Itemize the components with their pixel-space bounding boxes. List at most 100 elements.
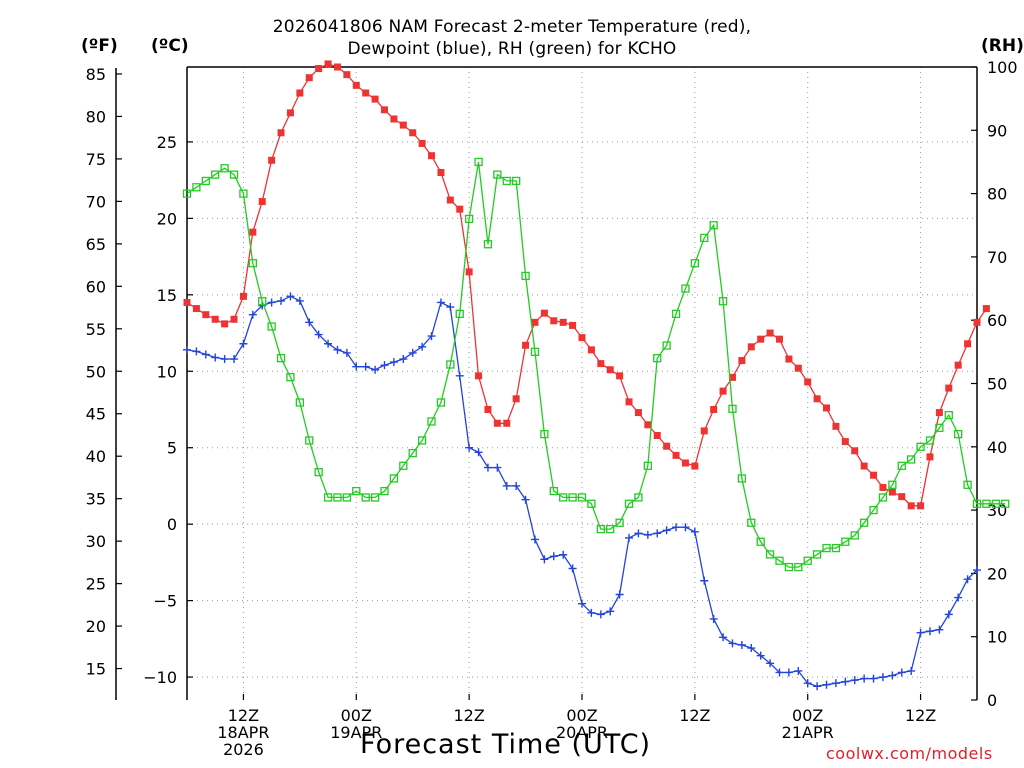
rh-point xyxy=(709,221,718,230)
rh-tick-label: 20 xyxy=(987,564,1007,583)
x-tick-label: 19APR xyxy=(330,723,382,742)
rh-point xyxy=(483,240,493,249)
dewpoint-point xyxy=(850,676,859,685)
dewpoint-point xyxy=(841,677,850,686)
dewpoint-point xyxy=(371,365,380,374)
dewpoint-point xyxy=(596,610,605,619)
dewpoint-point xyxy=(220,355,229,364)
temp-point xyxy=(851,447,859,455)
dewpoint-point xyxy=(737,640,746,649)
dewpoint-point xyxy=(324,339,333,348)
rh-point xyxy=(540,429,549,439)
rh-point xyxy=(747,518,756,527)
rh-point xyxy=(634,493,643,502)
rh-point xyxy=(352,486,361,496)
rh-point xyxy=(267,322,276,331)
dewpoint-point xyxy=(399,355,408,364)
rh-point xyxy=(521,271,530,281)
temp-point xyxy=(860,462,868,470)
rh-point xyxy=(530,347,540,357)
rh-point xyxy=(370,493,380,502)
celsius-tick-label: 20 xyxy=(157,209,177,228)
rh-point xyxy=(587,499,596,508)
rh-point xyxy=(812,550,822,559)
dewpoint-point xyxy=(201,350,210,359)
temp-point xyxy=(954,361,962,369)
rh-point xyxy=(944,410,953,420)
temp-point xyxy=(653,431,661,439)
temp-point xyxy=(559,318,567,326)
temp-point xyxy=(681,459,689,467)
rh-point xyxy=(831,543,841,553)
rh-point xyxy=(671,309,681,319)
temp-point xyxy=(973,318,981,326)
dewpoint-point xyxy=(897,668,906,677)
dewpoint-point xyxy=(916,628,925,637)
fahrenheit-unit-label: (ºF) xyxy=(81,36,118,56)
celsius-tick-label: 10 xyxy=(157,362,177,381)
fahrenheit-tick-label: 50 xyxy=(86,362,106,381)
dewpoint-point xyxy=(803,679,812,688)
rh-point xyxy=(972,499,982,508)
fahrenheit-tick-label: 80 xyxy=(86,107,106,126)
rh-point xyxy=(643,461,652,470)
rh-point xyxy=(803,556,812,565)
temp-point xyxy=(540,309,548,317)
rh-point xyxy=(897,461,906,470)
celsius-tick-label: 25 xyxy=(157,133,177,152)
temp-point xyxy=(870,471,878,479)
rh-point xyxy=(474,157,483,167)
dewpoint-point xyxy=(418,342,427,351)
temp-point xyxy=(926,453,934,461)
rh-point xyxy=(342,493,352,502)
dewpoint-point xyxy=(455,371,464,380)
rh-tick-label: 60 xyxy=(987,311,1007,330)
rh-point xyxy=(258,297,267,306)
dewpoint-point xyxy=(493,463,502,472)
celsius-tick-label: −10 xyxy=(143,668,177,687)
dewpoint-point xyxy=(634,529,643,538)
axis-layer: 15 20 25 30 35 40 45 50 55 60 65 70 75 80 85 −10 −5 0 5 10 1… xyxy=(86,58,1018,759)
dewpoint-point xyxy=(878,673,887,682)
temp-point xyxy=(258,198,266,206)
dewpoint-point xyxy=(549,552,558,561)
credit-link[interactable]: coolwx.com/models xyxy=(826,744,993,763)
rh-point xyxy=(700,233,709,243)
fahrenheit-tick-label: 75 xyxy=(86,150,106,169)
temp-point xyxy=(776,335,783,343)
dewpoint-point xyxy=(662,526,671,535)
dewpoint-point xyxy=(183,345,191,354)
temp-point xyxy=(268,156,276,164)
dewpoint-point xyxy=(389,358,398,367)
rh-point xyxy=(963,480,972,489)
dewpoint-point xyxy=(512,481,521,490)
dewpoint-point xyxy=(615,590,624,599)
temp-point xyxy=(428,152,436,160)
rh-point xyxy=(869,505,878,515)
temp-point xyxy=(202,311,210,319)
dewpoint-point xyxy=(869,674,878,683)
temp-point xyxy=(728,373,736,381)
dewpoint-point xyxy=(446,303,455,312)
dewpoint-point xyxy=(700,576,709,585)
rh-point xyxy=(596,524,605,534)
temp-point xyxy=(333,63,341,71)
rh-point xyxy=(182,189,192,198)
temp-point xyxy=(211,315,219,323)
temp-point xyxy=(475,372,483,380)
temp-point xyxy=(315,65,323,73)
dewpoint-point xyxy=(305,318,314,327)
temp-point xyxy=(644,421,652,429)
rh-point xyxy=(822,543,831,553)
dewpoint-point xyxy=(709,614,718,623)
temp-point xyxy=(935,409,943,417)
celsius-tick-label: 5 xyxy=(167,439,177,458)
dewpoint-point xyxy=(690,527,699,536)
rh-point xyxy=(464,214,474,224)
dewpoint-point xyxy=(935,625,944,634)
chart-title-line2: Dewpoint (blue), RH (green) for KCHO xyxy=(347,39,677,59)
series-rh xyxy=(182,157,1010,572)
temp-point xyxy=(672,451,680,459)
rh-unit-label: (RH) xyxy=(981,36,1024,56)
